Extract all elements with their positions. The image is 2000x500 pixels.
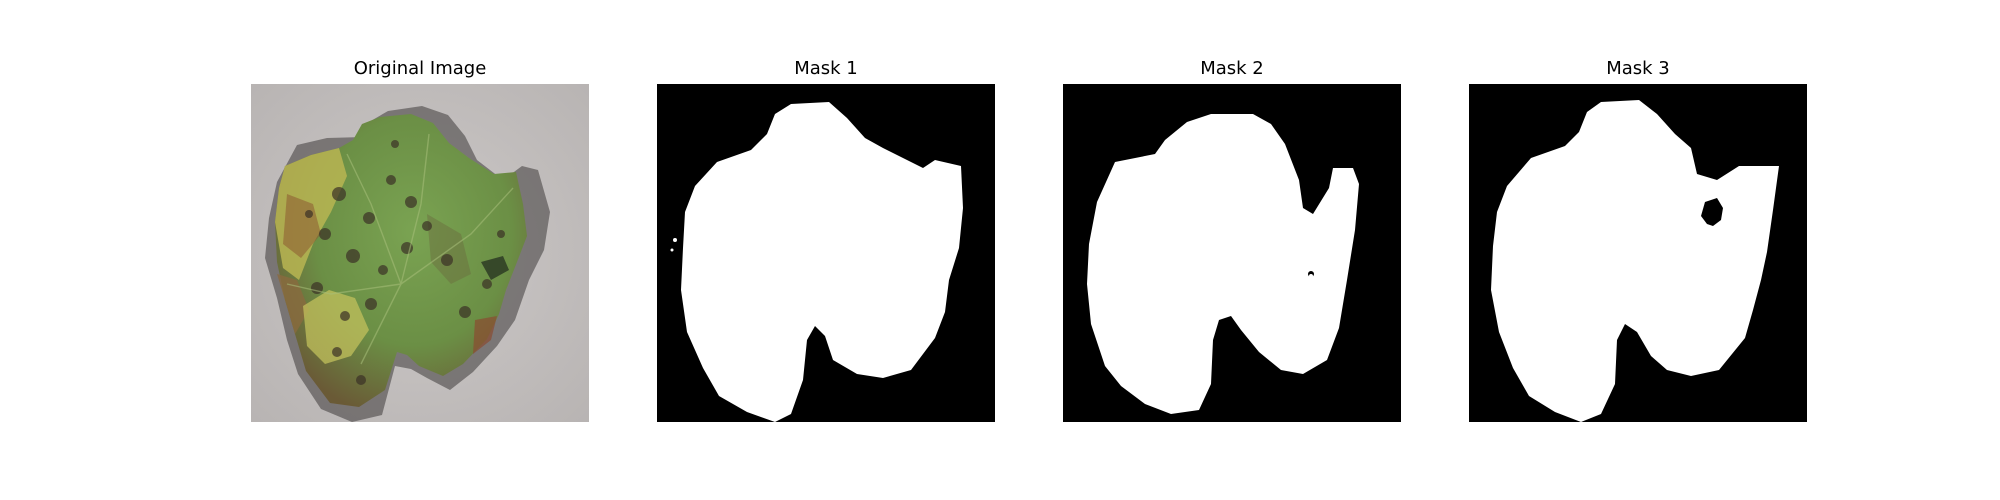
original-leaf-photo xyxy=(251,84,589,422)
panel-title: Original Image xyxy=(353,58,487,79)
mask-1-region xyxy=(681,102,963,422)
mask-1-image xyxy=(657,84,995,422)
panel-title: Mask 3 xyxy=(1606,58,1670,79)
panel-title: Mask 2 xyxy=(1200,58,1264,79)
mask-3-image xyxy=(1469,84,1807,422)
panel-title: Mask 1 xyxy=(794,58,858,79)
panel-original-image: Original Image xyxy=(251,58,589,424)
mask-2-image xyxy=(1063,84,1401,422)
panel-mask-3: Mask 3 xyxy=(1469,58,1807,424)
panel-mask-2: Mask 2 xyxy=(1063,58,1401,424)
panel-mask-1: Mask 1 xyxy=(657,58,995,424)
mask-3-hole xyxy=(1701,198,1723,226)
mask-3-region xyxy=(1491,100,1779,422)
mask-2-region xyxy=(1087,114,1359,414)
